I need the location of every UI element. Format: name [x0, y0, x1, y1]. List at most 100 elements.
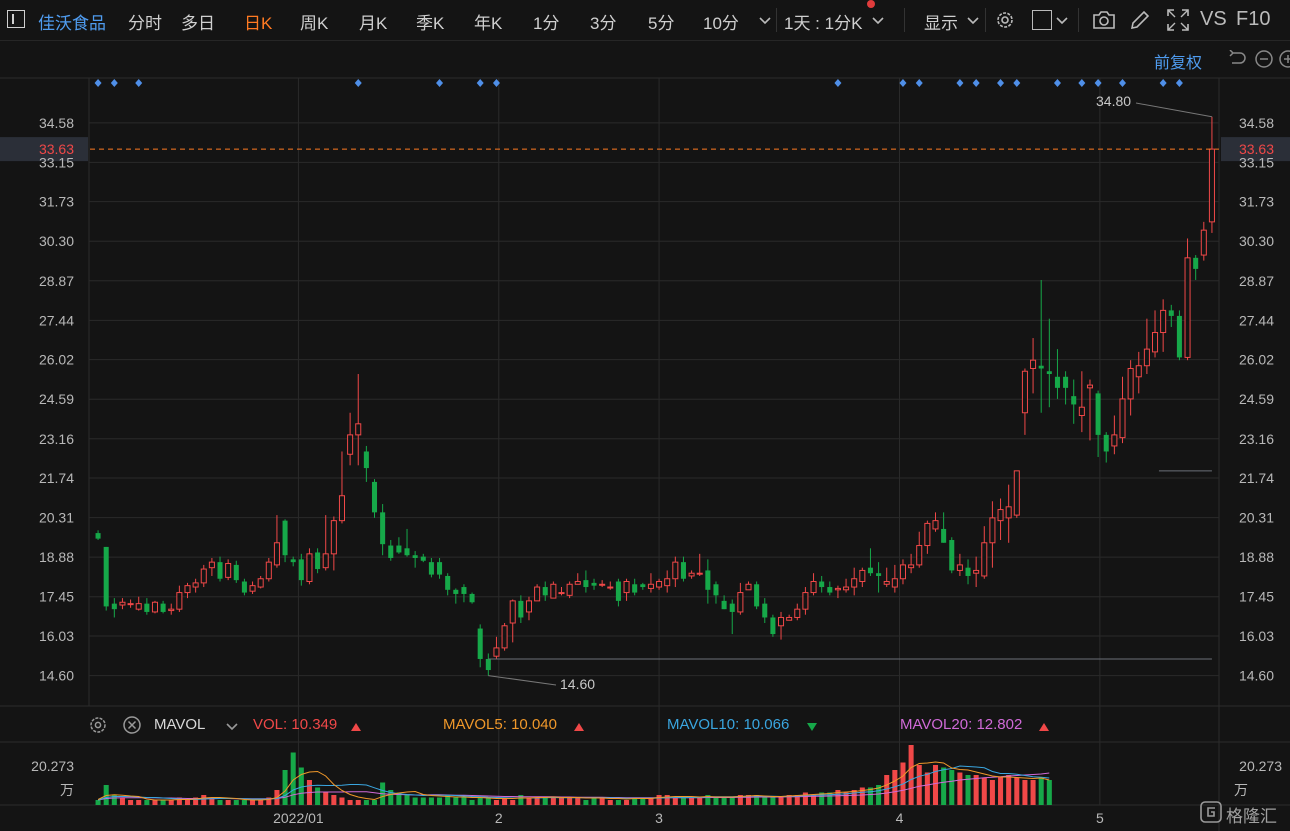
- candle-body: [208, 561, 215, 569]
- diamond-marker-icon[interactable]: [956, 79, 964, 87]
- pencil-icon[interactable]: [1129, 9, 1151, 31]
- diamond-marker-icon[interactable]: [94, 79, 102, 87]
- chevron-down-icon[interactable]: [759, 17, 771, 25]
- period-tab-1min[interactable]: 1分: [533, 14, 560, 33]
- period-tab-quarterly[interactable]: 季K: [416, 14, 445, 33]
- candle: [965, 559, 971, 585]
- candle: [127, 599, 134, 608]
- period-tab-multiday[interactable]: 多日: [181, 14, 215, 33]
- volume-bar: [323, 792, 329, 805]
- close-circle-icon[interactable]: [122, 715, 142, 735]
- candle: [1111, 415, 1118, 455]
- candle: [981, 526, 988, 579]
- diamond-marker-icon[interactable]: [899, 79, 907, 87]
- candlesticks[interactable]: [95, 116, 1215, 676]
- adjust-mode[interactable]: 前复权: [1154, 55, 1203, 72]
- compare-button[interactable]: VS: [1200, 8, 1227, 30]
- volume-bar: [924, 772, 930, 805]
- diamond-marker-icon[interactable]: [436, 79, 444, 87]
- toolbar: 佳沃食品 分时 多日 日K 周K 月K 季K 年K 1分 3分 5分 10分 1…: [0, 0, 1290, 41]
- volume-bar: [217, 800, 223, 805]
- diamond-marker-icon[interactable]: [972, 79, 980, 87]
- diamond-marker-icon[interactable]: [1053, 79, 1061, 87]
- candle-body: [859, 569, 866, 583]
- f10-button[interactable]: F10: [1236, 8, 1271, 30]
- diamond-marker-icon[interactable]: [915, 79, 923, 87]
- gear-icon[interactable]: [88, 715, 108, 735]
- square-icon[interactable]: [1032, 10, 1052, 30]
- period-tab-weekly[interactable]: 周K: [300, 14, 329, 33]
- volume-bar: [754, 795, 760, 805]
- diamond-marker-icon[interactable]: [476, 79, 484, 87]
- up-triangle-icon: [574, 723, 584, 731]
- candle-body: [623, 581, 630, 594]
- stock-name[interactable]: 佳沃食品: [38, 14, 106, 33]
- candle-body: [696, 572, 703, 575]
- diamond-marker-icon[interactable]: [834, 79, 842, 87]
- volume-bar: [445, 795, 451, 805]
- diamond-marker-icon[interactable]: [1078, 79, 1086, 87]
- diamond-marker-icon[interactable]: [1094, 79, 1102, 87]
- event-markers[interactable]: [94, 79, 1183, 87]
- candle: [1013, 470, 1020, 518]
- diamond-marker-icon[interactable]: [1159, 79, 1167, 87]
- diamond-marker-icon[interactable]: [354, 79, 362, 87]
- undo-icon[interactable]: [1228, 50, 1246, 68]
- period-tab-monthly[interactable]: 月K: [359, 14, 388, 33]
- indicator-name[interactable]: MAVOL: [154, 716, 206, 733]
- diamond-marker-icon[interactable]: [1175, 79, 1183, 87]
- candle: [217, 556, 223, 582]
- period-tab-5min[interactable]: 5分: [648, 14, 675, 33]
- gear-icon[interactable]: [994, 9, 1016, 31]
- candle: [453, 588, 459, 604]
- diamond-marker-icon[interactable]: [135, 79, 143, 87]
- volume-bar: [802, 792, 808, 805]
- y-tick-label-right: 23.16: [1239, 431, 1274, 447]
- period-tab-daily[interactable]: 日K: [244, 14, 273, 33]
- candle-body: [721, 600, 727, 610]
- volume-bar: [201, 795, 207, 805]
- plus-circle-icon[interactable]: [1279, 50, 1290, 68]
- volume-bar: [518, 795, 524, 805]
- candle-body: [1063, 376, 1069, 388]
- display-menu[interactable]: 显示: [924, 14, 958, 33]
- candle: [664, 570, 671, 593]
- period-tab-10min[interactable]: 10分: [703, 14, 739, 33]
- interval-select[interactable]: 1天 : 1分K: [784, 14, 863, 33]
- candle: [1200, 221, 1207, 261]
- chevron-down-icon[interactable]: [872, 17, 884, 25]
- candle-body: [404, 548, 410, 556]
- minus-circle-icon[interactable]: [1255, 50, 1273, 68]
- diamond-marker-icon[interactable]: [492, 79, 500, 87]
- candle-body: [388, 545, 394, 558]
- candle-body: [485, 658, 491, 671]
- candle: [899, 559, 906, 585]
- candle: [558, 587, 565, 596]
- chevron-down-icon[interactable]: [967, 17, 979, 25]
- chevron-down-icon[interactable]: [226, 723, 238, 731]
- diamond-marker-icon[interactable]: [1119, 79, 1126, 87]
- candle-body: [1193, 257, 1199, 269]
- volume-bar: [1038, 777, 1044, 805]
- y-tick-label-left: 30.30: [39, 233, 74, 249]
- period-tab-yearly[interactable]: 年K: [474, 14, 503, 33]
- fullscreen-icon[interactable]: [1166, 8, 1190, 32]
- candle-body: [640, 584, 646, 588]
- volume-bar: [266, 797, 272, 805]
- chevron-down-icon[interactable]: [1056, 17, 1068, 25]
- period-tab-intraday[interactable]: 分时: [128, 14, 162, 33]
- volume-bar: [209, 797, 215, 805]
- diamond-marker-icon[interactable]: [997, 79, 1005, 87]
- watermark-text: 格隆汇: [1226, 807, 1277, 826]
- candle-body: [1143, 348, 1150, 367]
- y-tick-label-left: 27.44: [39, 312, 74, 328]
- y-tick-label-right: 16.03: [1239, 628, 1274, 644]
- panel-icon[interactable]: [7, 10, 25, 28]
- period-tab-3min[interactable]: 3分: [590, 14, 617, 33]
- diamond-marker-icon[interactable]: [1013, 79, 1021, 87]
- diamond-marker-icon[interactable]: [110, 79, 118, 87]
- candle-body: [680, 562, 686, 579]
- camera-icon[interactable]: [1092, 9, 1116, 31]
- candle: [891, 564, 898, 593]
